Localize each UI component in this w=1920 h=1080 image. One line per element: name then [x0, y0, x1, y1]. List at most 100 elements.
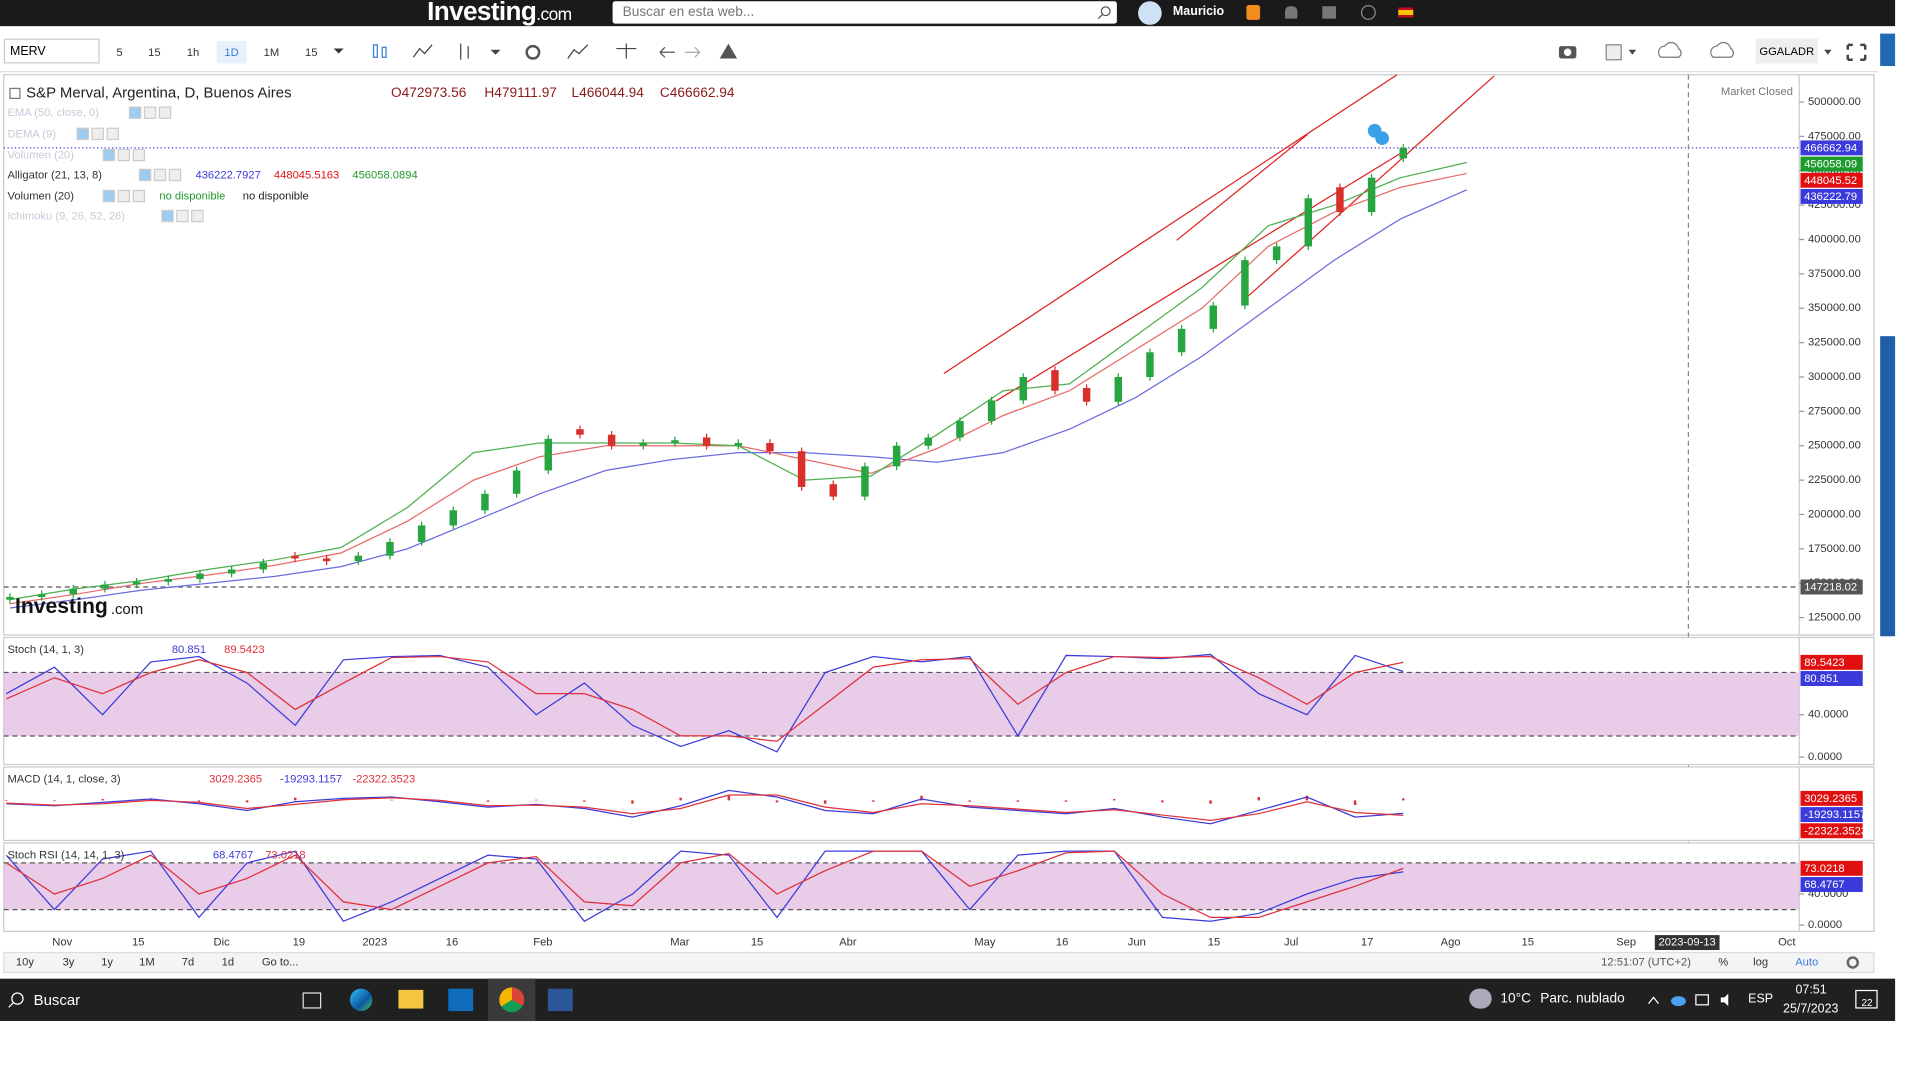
compare-symbol[interactable]: GGALADR: [1755, 38, 1818, 64]
candle: [576, 429, 584, 435]
interval-button[interactable]: 15: [148, 46, 161, 59]
clock-icon[interactable]: [1360, 4, 1376, 20]
panel-value: -19293.1157: [280, 773, 342, 785]
band: [3, 862, 1800, 910]
logo[interactable]: Investing.com: [427, 0, 572, 27]
temperature[interactable]: 10°C: [1500, 991, 1531, 1007]
legend-icon: [117, 148, 131, 162]
market-status: Market Closed: [1721, 86, 1793, 98]
clock-date[interactable]: 25/7/2023: [1783, 1002, 1839, 1017]
histogram-bar: [53, 800, 56, 802]
candle: [1399, 147, 1408, 159]
chart: 125000.00150000.00175000.00200000.002250…: [3, 74, 1875, 974]
edge-icon[interactable]: [349, 988, 373, 1012]
interval-button[interactable]: 1D: [216, 41, 247, 64]
price-tag-label: 466662.94: [1804, 142, 1857, 154]
portfolio-icon[interactable]: [1322, 6, 1337, 19]
candle: [702, 437, 711, 446]
indicator-label: Alligator (21, 13, 8): [7, 170, 102, 182]
candle: [892, 445, 901, 467]
legend-icon: [76, 127, 90, 141]
indicator-label: Ichimoku (9, 26, 52, 26): [7, 211, 125, 223]
avatar[interactable]: [1138, 1, 1162, 25]
indicator-label: EMA (50, close, 0): [7, 107, 99, 119]
indicator-line: [6, 794, 1404, 822]
user-name[interactable]: Mauricio: [1172, 4, 1225, 19]
range-button[interactable]: 3y: [63, 956, 75, 968]
range-button[interactable]: 1d: [222, 956, 234, 968]
price-tag: [1800, 877, 1863, 892]
panel-value: 3029.2365: [209, 773, 262, 785]
legend-icon: [106, 127, 119, 141]
histogram-bar: [679, 797, 682, 801]
word-icon[interactable]: [547, 988, 573, 1012]
indicator-value: no disponible: [243, 191, 309, 203]
histogram-bar: [1161, 800, 1164, 803]
notifications[interactable]: 22: [1855, 989, 1878, 1009]
flag-icon[interactable]: [1398, 7, 1414, 18]
range-button[interactable]: 1M: [139, 956, 155, 968]
candle: [164, 579, 173, 582]
y-tick-label: 500000.00: [1808, 96, 1861, 108]
x-tick-label: Ago: [1441, 937, 1461, 949]
histogram-bar: [1112, 799, 1116, 801]
indicator-value: no disponible: [159, 191, 225, 203]
candle: [861, 466, 869, 497]
candle: [1209, 305, 1218, 329]
interval-button[interactable]: 5: [116, 46, 123, 59]
y-tick-label: 125000.00: [1808, 612, 1861, 624]
symbol-input[interactable]: MERV: [3, 38, 100, 64]
collapse-icon: [9, 87, 21, 99]
interval-dropdown[interactable]: [333, 48, 344, 59]
candle: [354, 555, 363, 562]
range-button[interactable]: 7d: [182, 956, 194, 968]
candle: [1146, 352, 1154, 377]
panel-title: Stoch (14, 1, 3): [7, 644, 84, 656]
chrome-icon[interactable]: [499, 987, 525, 1013]
search-box[interactable]: Buscar en esta web...: [612, 1, 1117, 24]
candle: [1304, 198, 1313, 247]
candle: [196, 573, 204, 580]
histogram-bar: [775, 800, 779, 803]
scale-option[interactable]: %: [1718, 956, 1728, 968]
bell-icon[interactable]: [1284, 6, 1298, 19]
task-view[interactable]: [302, 992, 322, 1009]
language[interactable]: ESP: [1748, 992, 1774, 1007]
indicator-value: 436222.7927: [195, 170, 260, 182]
histogram-bar: [197, 800, 201, 802]
outlook-icon[interactable]: [448, 988, 474, 1012]
candle: [512, 470, 521, 494]
weather-icon[interactable]: [1469, 988, 1492, 1009]
candle: [1177, 328, 1186, 353]
interval-button[interactable]: 15: [305, 46, 318, 59]
search-icon: [1097, 6, 1111, 20]
candle: [956, 420, 964, 438]
taskbar-search[interactable]: Buscar: [33, 991, 81, 1009]
pro-icon[interactable]: [1246, 4, 1261, 20]
explorer-icon[interactable]: [398, 989, 424, 1009]
histogram-bar: [631, 800, 634, 804]
price-tag: [1800, 172, 1863, 188]
price-tag: [1800, 654, 1863, 670]
trend-line: [943, 74, 1398, 375]
y-tick-label: 40.0000: [1808, 709, 1848, 721]
range-button[interactable]: 1y: [101, 956, 113, 968]
scale-option[interactable]: log: [1753, 956, 1768, 968]
range-button[interactable]: 10y: [16, 956, 34, 968]
alligator-line: [9, 189, 1468, 609]
scale-option[interactable]: Auto: [1795, 956, 1818, 968]
panel-title: MACD (14, 1, close, 3): [7, 773, 120, 785]
taskbar: Buscar 10°C Parc. nublado ESP 07:51 25/7…: [0, 978, 1896, 1022]
clock-time[interactable]: 07:51: [1795, 983, 1827, 998]
histogram-bar: [727, 795, 731, 801]
candle: [639, 442, 648, 446]
candle: [1114, 376, 1123, 402]
candle: [1051, 370, 1059, 391]
weather-desc[interactable]: Parc. nublado: [1540, 991, 1625, 1007]
trend-line: [1176, 133, 1308, 241]
range-button[interactable]: Go to...: [262, 956, 299, 968]
interval-button[interactable]: 1h: [186, 46, 200, 59]
y-tick-label: 250000.00: [1808, 440, 1861, 452]
interval-button[interactable]: 1M: [263, 46, 280, 59]
